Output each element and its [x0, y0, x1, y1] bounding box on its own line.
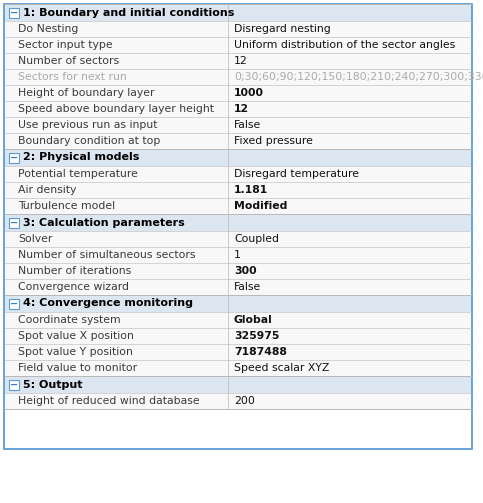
Bar — [4, 376, 472, 393]
Text: Uniform distribution of the sector angles: Uniform distribution of the sector angle… — [234, 40, 455, 50]
Text: Disregard temperature: Disregard temperature — [234, 169, 359, 179]
Bar — [4, 4, 472, 449]
Bar — [9, 379, 19, 389]
Text: 1: 1 — [234, 250, 241, 260]
Text: Speed scalar XYZ: Speed scalar XYZ — [234, 363, 329, 373]
Bar — [4, 393, 472, 409]
Text: Convergence wizard: Convergence wizard — [18, 282, 129, 292]
Text: Field value to monitor: Field value to monitor — [18, 363, 137, 373]
Text: 4: Convergence monitoring: 4: Convergence monitoring — [23, 298, 193, 308]
Text: Fixed pressure: Fixed pressure — [234, 136, 313, 146]
Text: Disregard nesting: Disregard nesting — [234, 24, 331, 34]
Text: Number of sectors: Number of sectors — [18, 56, 119, 66]
Text: False: False — [234, 120, 261, 130]
Text: 5: Output: 5: Output — [23, 379, 83, 389]
Text: 300: 300 — [234, 266, 256, 276]
Text: −: − — [10, 298, 18, 308]
Text: Use previous run as input: Use previous run as input — [18, 120, 157, 130]
Bar — [9, 152, 19, 162]
Bar — [4, 247, 472, 263]
Text: 2: Physical models: 2: Physical models — [23, 152, 140, 162]
Text: Solver: Solver — [18, 234, 52, 244]
Text: Sector input type: Sector input type — [18, 40, 113, 50]
Bar — [4, 231, 472, 247]
Text: 12: 12 — [234, 56, 248, 66]
Text: 200: 200 — [234, 396, 255, 406]
Bar — [9, 8, 19, 18]
Bar — [4, 21, 472, 37]
Text: Global: Global — [234, 315, 273, 325]
Bar — [4, 198, 472, 214]
Text: 3: Calculation parameters: 3: Calculation parameters — [23, 217, 185, 227]
Text: Height of boundary layer: Height of boundary layer — [18, 88, 155, 98]
Text: Boundary condition at top: Boundary condition at top — [18, 136, 160, 146]
Bar — [4, 279, 472, 295]
Text: 7187488: 7187488 — [234, 347, 287, 357]
Text: Potential temperature: Potential temperature — [18, 169, 138, 179]
Bar — [4, 4, 472, 21]
Text: 1.181: 1.181 — [234, 185, 268, 195]
Bar — [9, 298, 19, 308]
Text: −: − — [10, 379, 18, 389]
Text: −: − — [10, 217, 18, 227]
Text: 1000: 1000 — [234, 88, 264, 98]
Text: Do Nesting: Do Nesting — [18, 24, 78, 34]
Bar — [4, 182, 472, 198]
Bar — [4, 37, 472, 53]
Text: Speed above boundary layer height: Speed above boundary layer height — [18, 104, 214, 114]
Text: Spot value X position: Spot value X position — [18, 331, 134, 341]
Text: Number of simultaneous sectors: Number of simultaneous sectors — [18, 250, 196, 260]
Bar — [4, 214, 472, 231]
Bar — [4, 85, 472, 101]
Bar — [4, 69, 472, 85]
Text: Modified: Modified — [234, 201, 287, 211]
Text: Height of reduced wind database: Height of reduced wind database — [18, 396, 199, 406]
Text: Turbulence model: Turbulence model — [18, 201, 115, 211]
Bar — [9, 217, 19, 227]
Text: 0;30;60;90;120;150;180;210;240;270;300;330: 0;30;60;90;120;150;180;210;240;270;300;3… — [234, 72, 483, 82]
Bar — [4, 263, 472, 279]
Bar — [4, 133, 472, 149]
Bar — [4, 312, 472, 328]
Bar — [4, 360, 472, 376]
Text: Coupled: Coupled — [234, 234, 279, 244]
Bar — [4, 53, 472, 69]
Bar — [4, 344, 472, 360]
Text: 12: 12 — [234, 104, 249, 114]
Bar — [4, 149, 472, 166]
Bar — [4, 328, 472, 344]
Bar — [4, 101, 472, 117]
Text: −: − — [10, 8, 18, 18]
Text: Air density: Air density — [18, 185, 76, 195]
Text: False: False — [234, 282, 261, 292]
Text: Spot value Y position: Spot value Y position — [18, 347, 133, 357]
Bar — [4, 117, 472, 133]
Text: Coordinate system: Coordinate system — [18, 315, 121, 325]
Text: Sectors for next run: Sectors for next run — [18, 72, 127, 82]
Bar — [4, 295, 472, 312]
Text: 325975: 325975 — [234, 331, 279, 341]
Text: 1: Boundary and initial conditions: 1: Boundary and initial conditions — [23, 8, 234, 18]
Bar — [4, 166, 472, 182]
Text: −: − — [10, 152, 18, 162]
Text: Number of iterations: Number of iterations — [18, 266, 131, 276]
